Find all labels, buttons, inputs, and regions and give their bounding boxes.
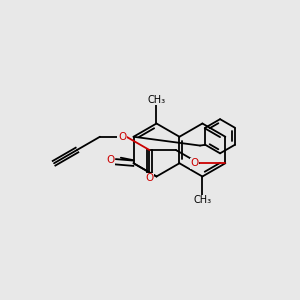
Text: CH₃: CH₃ [147,94,166,105]
Text: O: O [106,155,115,165]
Text: O: O [118,132,126,142]
Text: O: O [145,173,154,183]
Text: CH₃: CH₃ [193,195,212,205]
Text: O: O [190,158,199,168]
